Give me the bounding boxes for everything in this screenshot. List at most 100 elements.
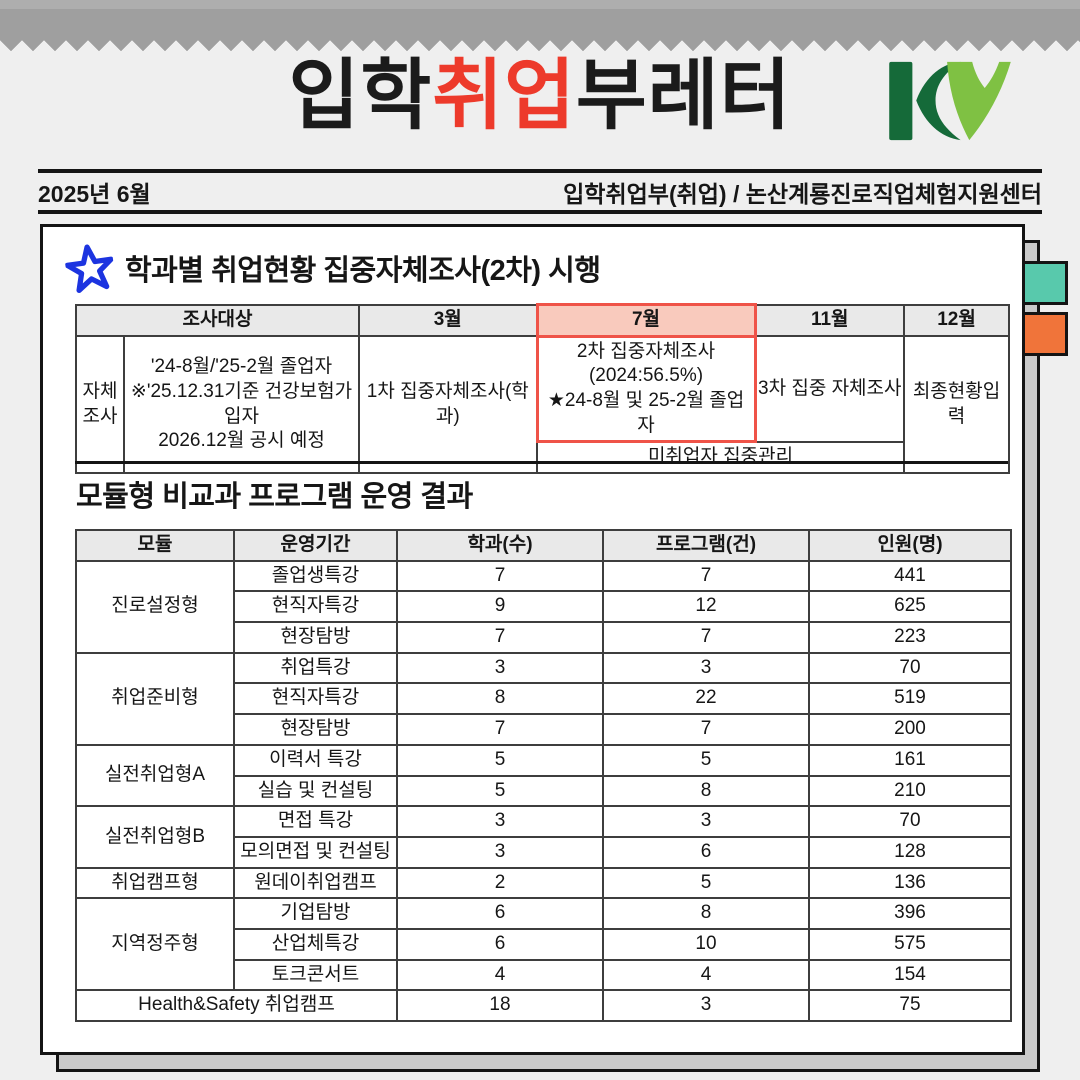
title-part-left: 입학 (288, 53, 433, 139)
participants-cell: 575 (808, 927, 1012, 961)
programs-cell: 8 (602, 774, 810, 808)
survey-table-main-row: 자체조사 '24-8월/'25-2월 졸업자 ※'25.12.31기준 건강보험… (75, 335, 1011, 475)
survey-table-followup-row: 미취업자 집중관리 (76, 440, 1009, 475)
departments-cell: 9 (396, 590, 604, 624)
teal-bookmark-tab (1021, 261, 1068, 305)
cell-july-survey-highlighted: 2차 집중자체조사 (2024:56.5%) ★24-8월 및 25-2월 졸업… (535, 335, 757, 444)
departments-cell: 6 (396, 897, 604, 930)
section1-title: 학과별 취업현황 집중자체조사(2차) 시행 (125, 255, 601, 287)
header-december: 12월 (903, 303, 1011, 338)
title-part-right: 부레터 (575, 53, 792, 139)
departments-cell: 18 (396, 989, 604, 1022)
star-icon (64, 244, 114, 294)
programs-cell: 4 (602, 958, 810, 992)
issue-date: 2025년 6월 (38, 180, 151, 207)
newsletter-title: 입학취업부레터 (0, 50, 1080, 142)
divider-line-bottom (38, 210, 1042, 214)
module-cell: 진로설정형 (75, 559, 235, 654)
table-row: 진로설정형 졸업생특강 7 7 441 (75, 559, 1012, 654)
issue-info-bar: 2025년 6월 입학취업부(취업) / 논산계룡진로직업체험지원센터 (38, 173, 1042, 210)
table-row: 실습 및 컨설팅 5 8 210 (76, 774, 1012, 808)
cell-target-detail: '24-8월/'25-2월 졸업자 ※'25.12.31기준 건강보험가입자 2… (122, 335, 361, 475)
participants-cell: 200 (808, 713, 1012, 746)
departments-cell: 3 (396, 805, 604, 838)
table-row: 실전취업형B 면접 특강 3 3 70 (75, 805, 1012, 869)
cell-december-entry: 최종현황입력 (903, 335, 1011, 475)
program-cell: 졸업생특강 (233, 559, 398, 593)
program-cell: 면접 특강 (233, 805, 398, 838)
program-cell: 현직자특강 (233, 590, 398, 624)
programs-cell: 22 (602, 682, 810, 716)
departments-cell: 8 (396, 682, 604, 716)
participants-cell: 625 (808, 590, 1012, 624)
title-part-accent: 취업 (432, 53, 576, 139)
header-period: 운영기간 (233, 529, 398, 562)
departments-cell: 3 (396, 835, 604, 869)
header-november: 11월 (754, 303, 906, 338)
departments-cell: 2 (396, 866, 604, 900)
ky-university-logo-icon (886, 60, 1014, 142)
table-row: Health&Safety 취업캠프 18 3 75 (75, 989, 1012, 1022)
module-cell: 취업캠프형 (75, 866, 235, 900)
header-july-highlighted: 7월 (535, 303, 757, 338)
section2-title: 모듈형 비교과 프로그램 운영 결과 (76, 481, 473, 513)
program-cell: 산업체특강 (233, 927, 398, 961)
table-row: 지역정주형 기업탐방 6 8 396 (75, 897, 1012, 992)
cell-followup: 미취업자 집중관리 (536, 440, 906, 475)
table-row: 현장탐방 7 7 223 (76, 621, 1012, 654)
participants-cell: 75 (808, 989, 1012, 1022)
module-cell: 실전취업형A (75, 743, 235, 808)
table-row: 토크콘서트 4 4 154 (76, 958, 1012, 992)
participants-cell: 396 (808, 897, 1012, 930)
departments-cell: 5 (396, 743, 604, 777)
orange-bookmark-tab (1021, 312, 1068, 356)
divider-line-top (38, 169, 1042, 173)
departments-cell: 6 (396, 927, 604, 961)
programs-cell: 6 (602, 835, 810, 869)
departments-cell: 7 (396, 559, 604, 593)
program-cell: 이력서 특강 (233, 743, 398, 777)
participants-cell: 128 (808, 835, 1012, 869)
program-cell: 원데이취업캠프 (233, 866, 398, 900)
program-cell: 실습 및 컨설팅 (233, 774, 398, 808)
torn-paper-edge (0, 0, 1080, 51)
participants-cell: 136 (808, 866, 1012, 900)
table-row: 취업캠프형 원데이취업캠프 2 5 136 (75, 866, 1012, 900)
participants-cell: 441 (808, 559, 1012, 593)
header-programs: 프로그램(건) (602, 529, 810, 562)
issuer-name: 입학취업부(취업) / 논산계룡진로직업체험지원센터 (563, 180, 1042, 207)
departments-cell: 7 (396, 713, 604, 746)
header-target: 조사대상 (74, 303, 361, 338)
header-participants: 인원(명) (808, 529, 1012, 562)
section1-header: 학과별 취업현황 집중자체조사(2차) 시행 (64, 243, 601, 294)
survey-table-header-row: 조사대상 3월 7월 11월 12월 (74, 303, 1011, 338)
table-row: 현장탐방 7 7 200 (76, 713, 1012, 746)
section-divider-line (75, 461, 1008, 464)
participants-cell: 223 (808, 621, 1012, 654)
programs-cell: 10 (602, 927, 810, 961)
participants-cell: 161 (808, 743, 1012, 777)
departments-cell: 5 (396, 774, 604, 808)
programs-cell: 7 (602, 559, 810, 593)
participants-cell: 210 (808, 774, 1012, 808)
departments-cell: 3 (396, 651, 604, 685)
table-row: 취업준비형 취업특강 3 3 70 (75, 651, 1012, 746)
programs-cell: 3 (602, 989, 810, 1022)
program-cell: 현직자특강 (233, 682, 398, 716)
program-cell: 현장탐방 (233, 621, 398, 654)
module-cell: 실전취업형B (75, 805, 235, 869)
programs-cell: 3 (602, 805, 810, 838)
newsletter-card: 학과별 취업현황 집중자체조사(2차) 시행 조사대상 3월 7월 11월 12… (40, 224, 1025, 1055)
header-module: 모듈 (75, 529, 235, 562)
programs-cell: 8 (602, 897, 810, 930)
table-row: 산업체특강 6 10 575 (76, 927, 1012, 961)
cell-march-survey: 1차 집중자체조사(학과) (358, 335, 539, 475)
table-row: 모의면접 및 컨설팅 3 6 128 (76, 835, 1012, 869)
results-table-header-row: 모듈 운영기간 학과(수) 프로그램(건) 인원(명) (75, 529, 1012, 562)
participants-cell: 154 (808, 958, 1012, 992)
program-cell: 토크콘서트 (233, 958, 398, 992)
participants-cell: 70 (808, 651, 1012, 685)
program-cell: 현장탐방 (233, 713, 398, 746)
row-label-self-survey: 자체조사 (75, 335, 125, 475)
